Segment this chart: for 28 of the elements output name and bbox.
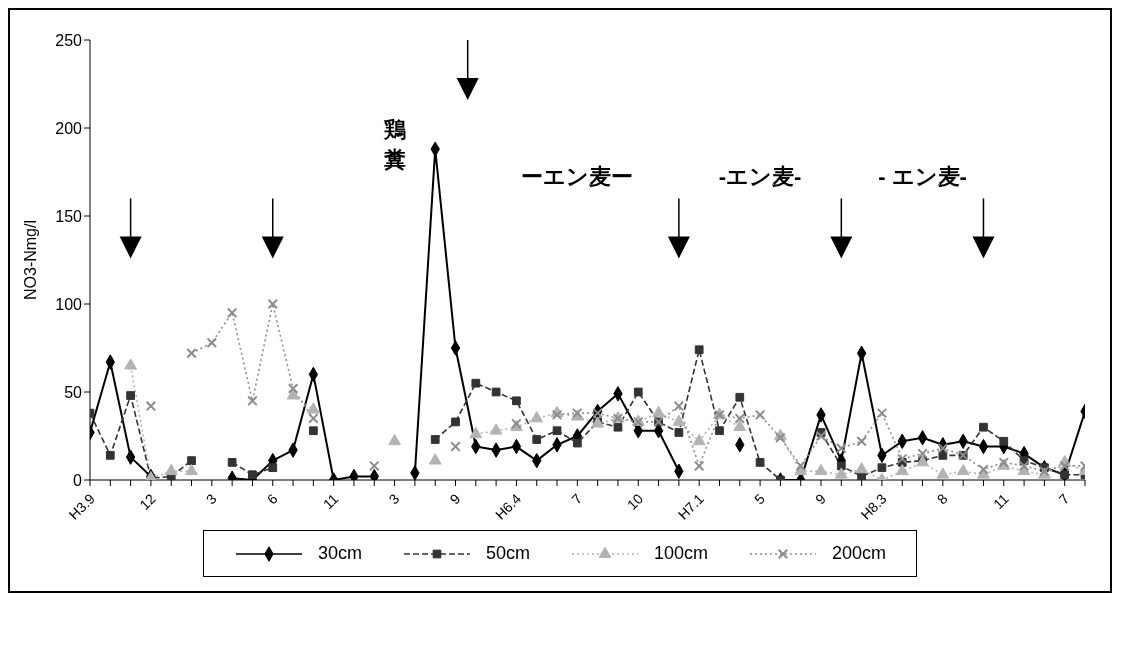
annotation: - エン麦- [878, 164, 967, 190]
x-tick-label: 11 [319, 490, 342, 513]
y-tick-label: 150 [55, 207, 83, 225]
annotation: ーエン麦ー [521, 164, 634, 190]
x-tick-label: 5 [751, 490, 769, 508]
x-tick-label: 6 [263, 490, 281, 508]
x-tick-label: 9 [811, 490, 829, 508]
y-tick-label: 0 [73, 471, 83, 489]
legend-label: 100cm [653, 543, 709, 564]
x-tick-label: 7 [568, 490, 586, 508]
x-tick-label: 12 [136, 490, 159, 513]
x-tick-label: 3 [202, 490, 220, 508]
x-tick-label: 10 [623, 490, 647, 513]
legend-label: 200cm [832, 543, 887, 564]
annotation: 鶏糞 [382, 116, 406, 172]
x-tick-label: 11 [989, 490, 1012, 513]
x-tick-label: 8 [933, 490, 951, 508]
legend-label: 30cm [317, 543, 362, 564]
y-tick-label: 100 [55, 295, 83, 313]
x-tick-label: 3 [385, 490, 403, 508]
x-tick-label: 9 [446, 490, 464, 508]
y-tick-label: 200 [55, 119, 83, 137]
annotation: -エン麦- [718, 164, 802, 190]
x-tick-label: 7 [1055, 490, 1073, 508]
y-tick-label: 250 [55, 31, 83, 49]
y-axis-title: NO3-Nmg/l [21, 219, 39, 301]
legend-label: 50cm [485, 543, 530, 564]
y-tick-label: 50 [64, 383, 83, 401]
